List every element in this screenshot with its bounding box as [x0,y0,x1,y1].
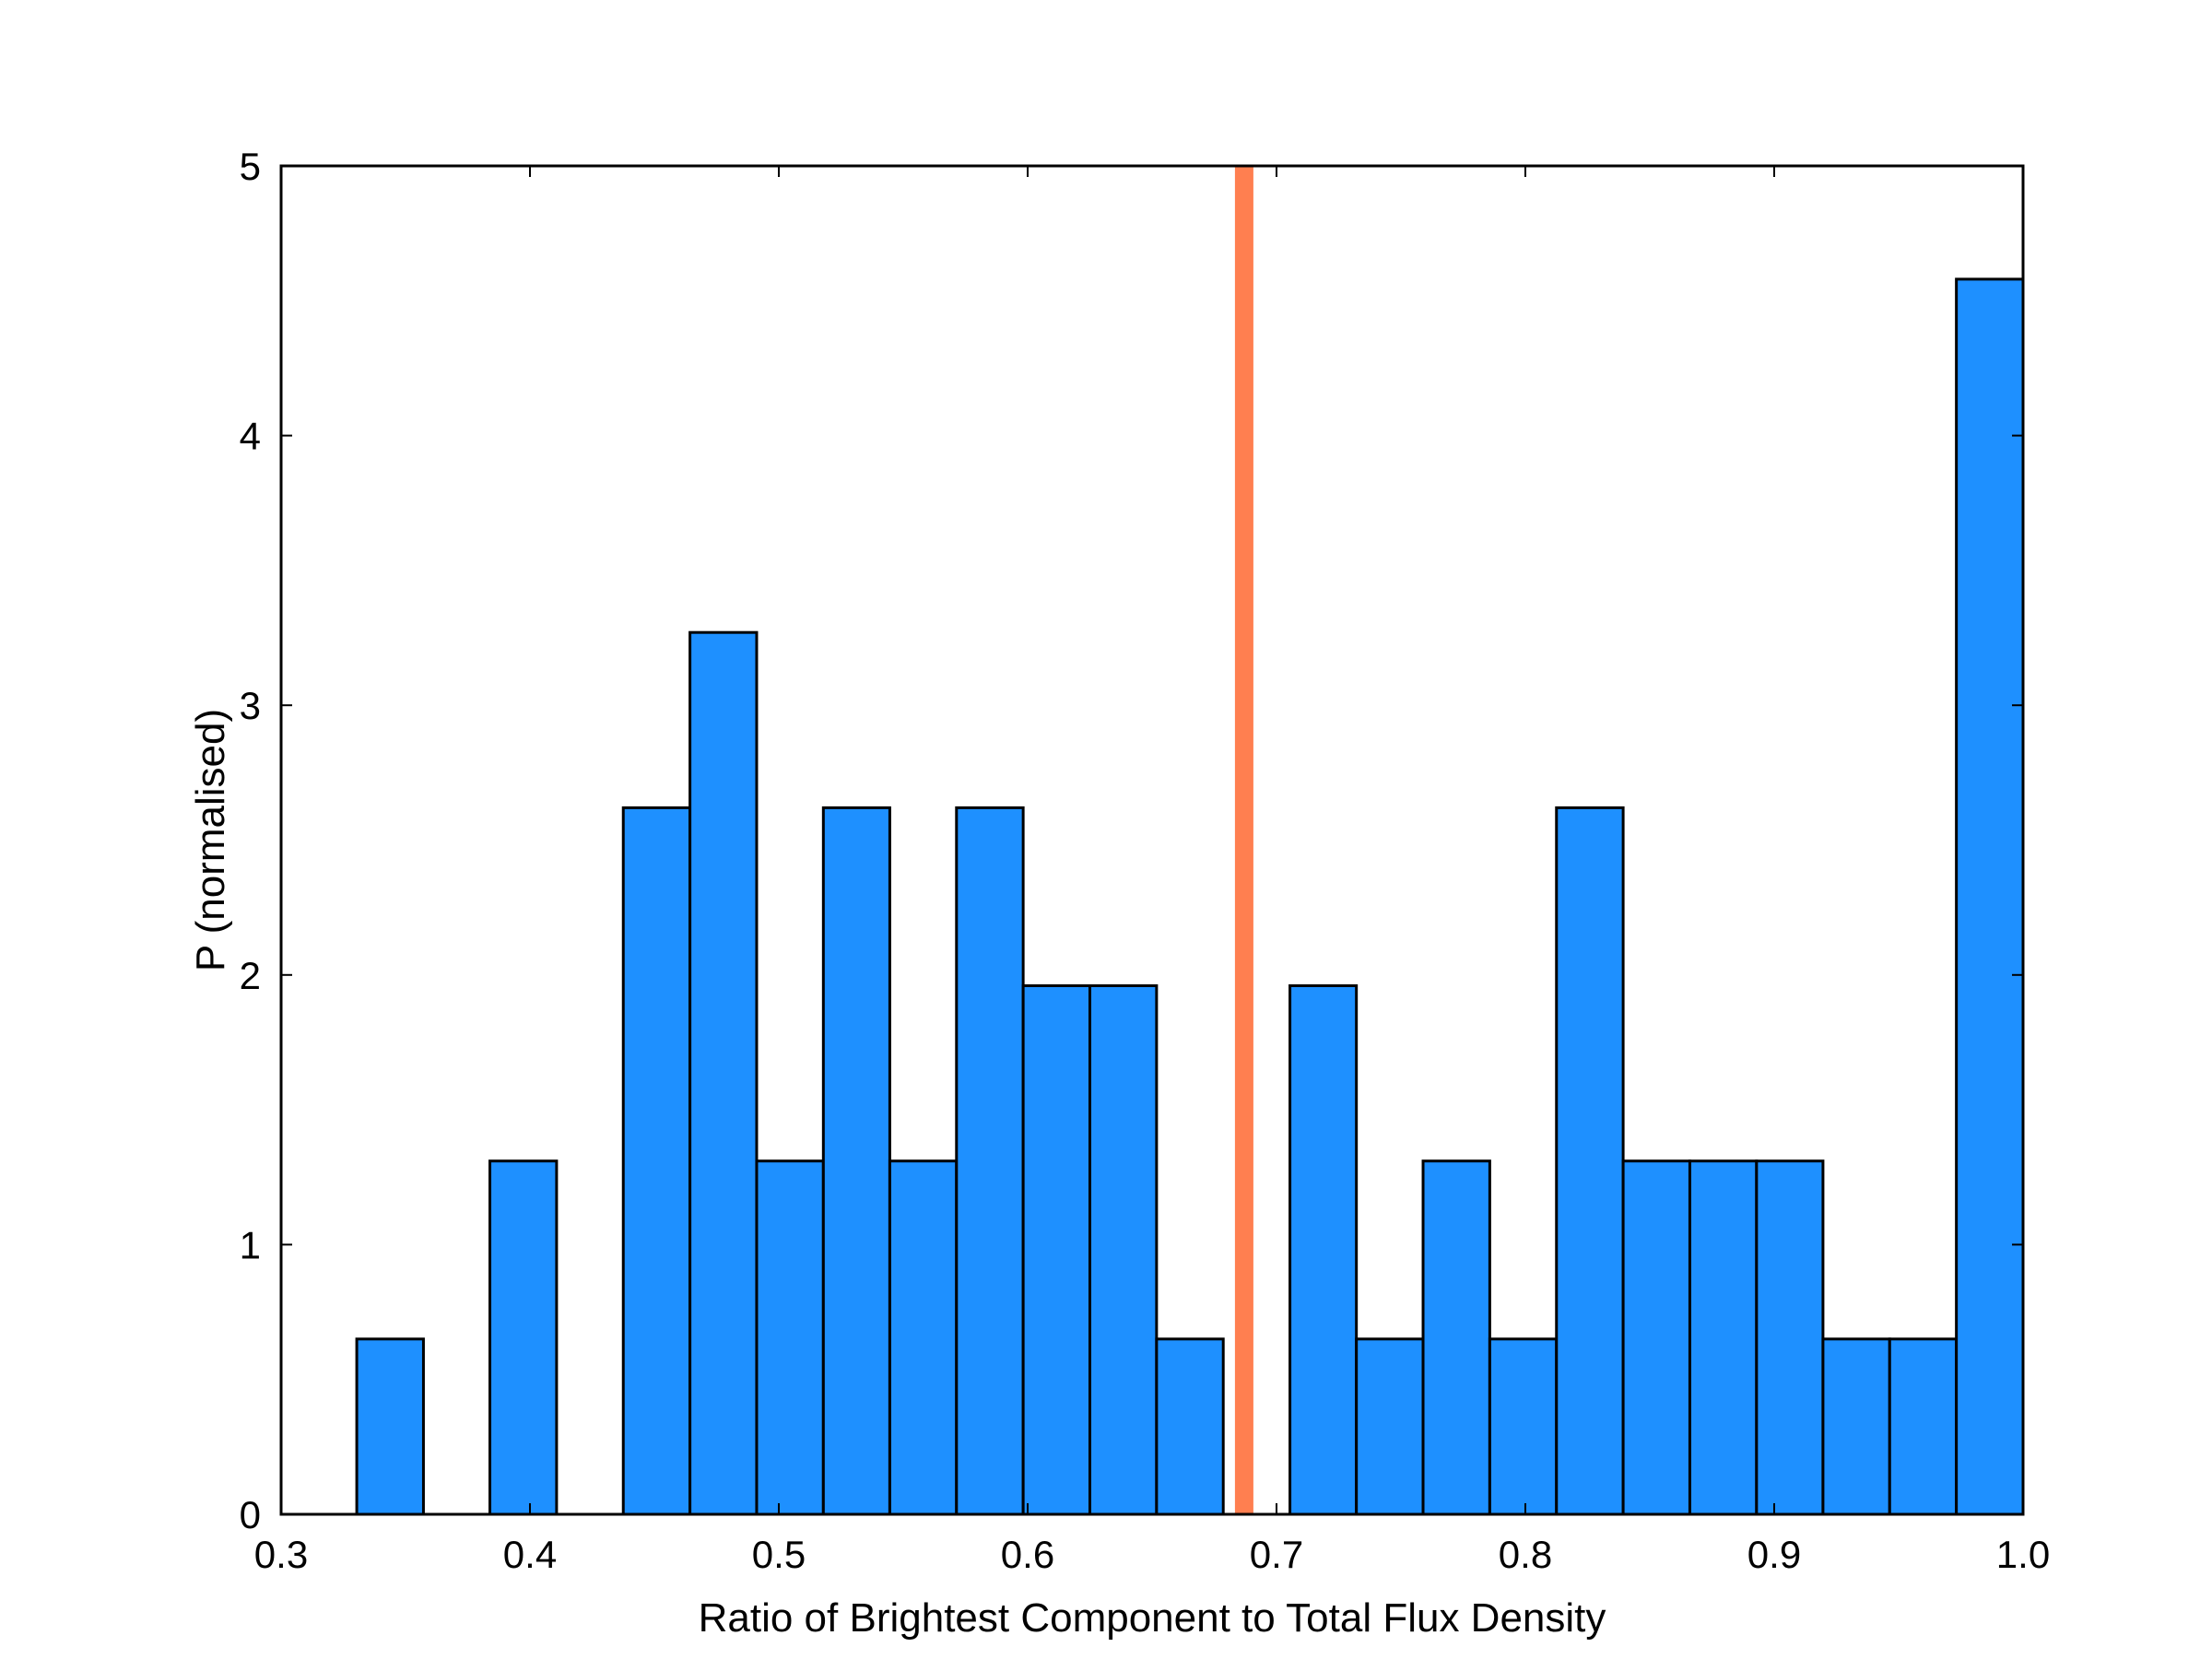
y-tick-label: 1 [240,1223,261,1266]
y-tick-label: 5 [240,145,261,188]
x-axis-title: Ratio of Brightest Component to Total Fl… [699,1595,1606,1641]
histogram-bar [688,630,759,1516]
histogram-bar [1088,984,1159,1516]
reference-line-marker [1234,166,1253,1514]
histogram-bar [1821,1337,1891,1516]
y-axis-title: P (normalised) [188,709,233,971]
histogram-bar [621,806,692,1516]
histogram-bar [1021,984,1092,1516]
histogram-bar [1155,1337,1225,1516]
histogram-bar [488,1159,559,1516]
y-axis-tick-labels: 0 1 2 3 4 5 [240,145,261,1536]
histogram-bar [355,1337,425,1516]
histogram-bar [755,1159,825,1516]
histogram-bar [1355,1337,1425,1516]
histogram-bar [1555,806,1625,1516]
y-tick-label: 2 [240,954,261,997]
x-tick-label: 0.7 [1250,1533,1303,1576]
axis-ticks [280,165,2024,1515]
x-tick-label: 0.8 [1499,1533,1552,1576]
histogram-bar [821,806,891,1516]
x-tick-label: 0.5 [752,1533,806,1576]
histogram-bar [1421,1159,1491,1516]
x-tick-label: 1.0 [1996,1533,2050,1576]
histogram-bar [1488,1337,1559,1516]
x-tick-label: 0.4 [503,1533,557,1576]
histogram-bar [1888,1337,1959,1516]
histogram-bars [355,277,2025,1516]
x-tick-label: 0.9 [1747,1533,1801,1576]
y-tick-label: 3 [240,684,261,727]
y-tick-label: 4 [240,415,261,458]
y-tick-label: 0 [240,1493,261,1536]
histogram-bar [1688,1159,1759,1516]
histogram-bar [1755,1159,1825,1516]
histogram-bar [1955,277,2025,1516]
histogram-bar [955,806,1025,1516]
plot-frame [279,164,2025,1516]
x-tick-label: 0.3 [254,1533,308,1576]
x-axis-tick-labels: 0.3 0.4 0.5 0.6 0.7 0.8 0.9 1.0 [254,1533,2050,1576]
histogram-bar [1288,984,1359,1516]
x-tick-label: 0.6 [1001,1533,1054,1576]
histogram-bar [888,1159,959,1516]
histogram-bar [1621,1159,1691,1516]
